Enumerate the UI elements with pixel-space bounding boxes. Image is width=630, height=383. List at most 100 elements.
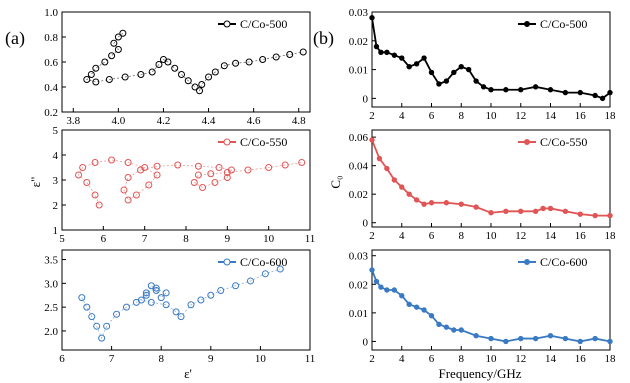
y-tick-label: 0.01 [349,65,368,77]
legend-marker [524,139,530,145]
series-path [86,32,304,92]
x-tick-label: 10 [255,353,267,365]
data-point [384,49,390,56]
data-point [406,191,412,197]
y-tick-label: 0.06 [349,132,369,144]
data-point [120,186,128,194]
x-tick-label: 12 [515,353,526,365]
y-tick-label: 0.01 [349,308,368,320]
data-point [378,49,384,56]
data-point [142,289,150,297]
data-point [93,322,101,330]
b-y-axis-label: C₀ [328,175,343,188]
x-tick-label: 3.8 [66,115,80,127]
y-tick-label: 0.03 [349,7,369,19]
data-point [547,333,554,339]
data-point [197,296,205,304]
data-point [532,208,539,215]
data-point [137,296,145,304]
data-point [147,298,155,306]
data-point [232,282,240,290]
data-point [443,200,450,206]
data-point [155,61,163,68]
data-point [177,313,185,321]
data-point [110,39,118,47]
legend-label: C/Co-550 [240,135,287,149]
data-point [211,179,219,186]
data-point [607,89,613,96]
y-tick-label: 3.5 [44,255,58,267]
data-point [171,64,179,72]
data-point [261,270,269,278]
data-point [83,179,91,186]
y-tick-label: 3.0 [44,278,58,290]
data-point [532,84,539,90]
x-tick-label: 4 [399,110,405,122]
data-point [421,55,427,61]
y-tick-label: 0.02 [349,279,368,291]
x-tick-label: 18 [605,110,617,122]
data-point [473,333,479,339]
y-tick-label: 0 [363,336,369,348]
data-point [152,286,160,294]
data-point [92,78,100,86]
data-point [518,87,524,93]
panel-a-label: (a) [5,28,25,49]
data-point [124,159,132,166]
data-point [98,334,106,342]
data-point [391,177,398,183]
data-point [458,201,464,207]
x-tick-label: 7 [109,353,115,365]
data-point [78,294,86,302]
x-tick-label: 2 [369,230,375,242]
data-point [172,308,180,316]
data-point [451,327,457,333]
data-point [152,284,160,292]
data-point [114,46,122,53]
data-point [391,52,398,58]
x-tick-label: 8 [459,353,465,365]
data-point [194,162,202,170]
data-point [223,169,231,176]
data-point [246,277,254,285]
data-point [577,211,583,217]
data-point [577,338,583,345]
y-tick-label: 1 [53,225,59,237]
legend-label: C/Co-550 [540,135,587,149]
data-point [91,191,99,199]
data-point [503,208,509,215]
data-point [458,63,464,70]
data-point [199,184,207,191]
data-point [145,181,153,189]
data-point [532,335,539,342]
x-tick-label: 12 [515,230,526,242]
data-point [298,159,306,166]
data-point [373,278,380,285]
data-point [443,324,450,330]
data-point [503,87,509,93]
data-point [92,64,100,72]
data-point [592,212,598,219]
x-tick-label: 16 [575,110,587,122]
data-point [122,303,130,311]
data-point [473,204,479,210]
x-tick-label: 16 [575,230,587,242]
panel-a-top: 3.8 4.0 4.2 4.4 4.6 4.8 0.2 0.4 0.6 0.8 1.0 C/Co-50… [44,7,311,127]
data-point [480,84,487,90]
x-tick-label: 2 [369,110,375,122]
panel-a-bottom: 6 7 8 9 10 11 2.0 2.5 3.0 3.5 C/Co-600 [44,249,315,365]
y-tick-label: 0.02 [349,36,368,48]
data-point [503,338,509,345]
x-tick-label: 4 [399,230,405,242]
data-point [103,322,111,330]
data-point [162,289,170,297]
data-point [137,166,145,174]
data-point [108,156,116,164]
y-tick-label: 5 [53,125,59,137]
data-point [465,66,472,73]
data-point [428,313,435,319]
legend-label: C/Co-600 [240,255,287,269]
data-point [599,95,606,102]
